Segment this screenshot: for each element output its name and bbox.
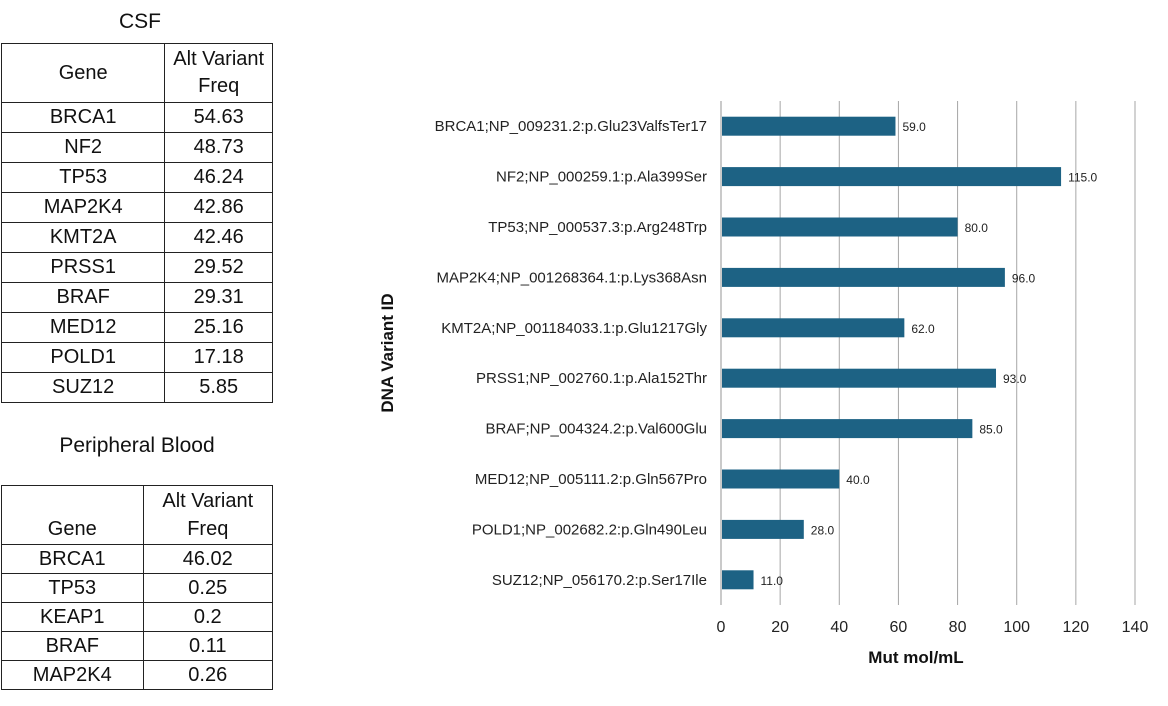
csf-table-title: CSF (119, 10, 161, 33)
freq-header-line2: Freq (198, 75, 240, 97)
table-row: NF2 48.73 (0, 132, 273, 163)
freq-cell: 29.31 (164, 282, 273, 313)
x-tick-label: 20 (771, 619, 789, 636)
freq-cell: 29.52 (164, 252, 273, 283)
gene-cell: TP53 (0, 162, 166, 193)
category-label: MED12;NP_005111.2:p.Gln567Pro (475, 471, 707, 488)
bar (722, 368, 997, 388)
data-label: 80.0 (965, 221, 989, 235)
category-label: PRSS1;NP_002760.1:p.Ala152Thr (476, 370, 707, 387)
freq-cell: 0.11 (142, 631, 274, 661)
freq-cell: 5.85 (164, 372, 273, 403)
data-label: 85.0 (979, 423, 1003, 437)
freq-cell: 17.18 (164, 342, 273, 373)
bar (722, 217, 958, 237)
category-label: TP53;NP_000537.3:p.Arg248Trp (488, 219, 707, 236)
freq-cell: 42.86 (164, 192, 273, 223)
gene-cell: NF2 (0, 132, 166, 163)
data-label: 115.0 (1068, 171, 1097, 185)
gene-cell: MAP2K4 (1, 660, 144, 690)
freq-cell: 0.25 (142, 573, 274, 603)
x-tick-label: 120 (1063, 619, 1090, 636)
table-row: BRAF 29.31 (0, 282, 273, 313)
table-row: SUZ12 5.85 (0, 372, 273, 403)
data-label: 62.0 (911, 322, 935, 336)
bar (722, 267, 1005, 287)
table-row: PRSS1 29.52 (0, 252, 273, 283)
csf-table: Gene Alt Variant Freq BRCA1 54.63 NF2 48.73 T… (0, 43, 273, 403)
table-row: MED12 25.16 (0, 312, 273, 343)
gene-cell: BRCA1 (0, 102, 166, 133)
bars (722, 116, 1062, 590)
bar (722, 570, 754, 590)
table-row: BRCA1 46.02 (1, 544, 274, 574)
data-label: 93.0 (1003, 372, 1027, 386)
x-tick-label: 60 (890, 619, 908, 636)
data-label: 28.0 (811, 523, 835, 537)
category-label: NF2;NP_000259.1:p.Ala399Ser (496, 169, 707, 186)
freq-column-header: Alt Variant Freq (164, 43, 273, 103)
bar (722, 519, 804, 539)
freq-cell: 0.26 (142, 660, 274, 690)
freq-cell: 46.02 (142, 544, 274, 574)
x-axis-title: Mut mol/mL (868, 648, 963, 667)
gene-cell: MAP2K4 (0, 192, 166, 223)
bar (722, 318, 905, 338)
y-axis-title: DNA Variant ID (378, 293, 397, 412)
freq-cell: 54.63 (164, 102, 273, 133)
x-tick-label: 0 (717, 619, 726, 636)
freq-header-line1: Alt Variant (173, 48, 265, 70)
category-labels: 59.0 BRCA1;NP_009231.2:p.Glu23ValfsTer17 1… (435, 118, 1098, 589)
x-tick-label: 100 (1003, 619, 1030, 636)
table-row: POLD1 17.18 (0, 342, 273, 373)
table-row: TP53 0.25 (1, 573, 274, 603)
category-label: POLD1;NP_002682.2:p.Gln490Leu (472, 521, 707, 538)
data-label: 40.0 (846, 473, 870, 487)
freq-column-header: Alt Variant Freq (142, 485, 274, 545)
category-label: SUZ12;NP_056170.2:p.Ser17Ile (492, 572, 707, 589)
data-label: 59.0 (902, 120, 926, 134)
data-label: 11.0 (761, 574, 784, 588)
category-label: MAP2K4;NP_001268364.1:p.Lys368Asn (437, 269, 707, 286)
x-tick-labels: 0 20 40 60 80 100 120 140 (717, 619, 1149, 636)
category-label: BRAF;NP_004324.2:p.Val600Glu (485, 421, 707, 438)
bar (722, 167, 1062, 187)
freq-cell: 46.24 (164, 162, 273, 193)
x-tick-label: 80 (949, 619, 967, 636)
gene-cell: PRSS1 (0, 252, 166, 283)
data-label: 96.0 (1012, 271, 1036, 285)
category-label: BRCA1;NP_009231.2:p.Glu23ValfsTer17 (435, 118, 707, 135)
gene-column-header: Gene (0, 43, 166, 103)
bar (722, 116, 896, 136)
table-row: BRCA1 54.63 (0, 102, 273, 133)
bar (722, 469, 840, 489)
freq-header-line2: Freq (187, 518, 229, 540)
freq-cell: 48.73 (164, 132, 273, 163)
table-row: TP53 46.24 (0, 162, 273, 193)
peripheral-blood-table-title: Peripheral Blood (59, 434, 215, 457)
x-tick-label: 140 (1122, 619, 1149, 636)
x-tick-label: 40 (830, 619, 848, 636)
gene-cell: SUZ12 (0, 372, 166, 403)
table-row: MAP2K4 0.26 (1, 660, 274, 690)
table-header-row: Gene Alt Variant Freq (0, 43, 273, 103)
freq-cell: 25.16 (164, 312, 273, 343)
peripheral-blood-table: Gene Alt Variant Freq BRCA1 46.02 TP53 0.25 K… (1, 485, 274, 690)
freq-cell: 0.2 (142, 602, 274, 632)
table-row: MAP2K4 42.86 (0, 192, 273, 223)
bar (722, 419, 973, 439)
category-label: KMT2A;NP_001184033.1:p.Glu1217Gly (441, 320, 707, 337)
freq-header-line1: Alt Variant (162, 490, 254, 512)
